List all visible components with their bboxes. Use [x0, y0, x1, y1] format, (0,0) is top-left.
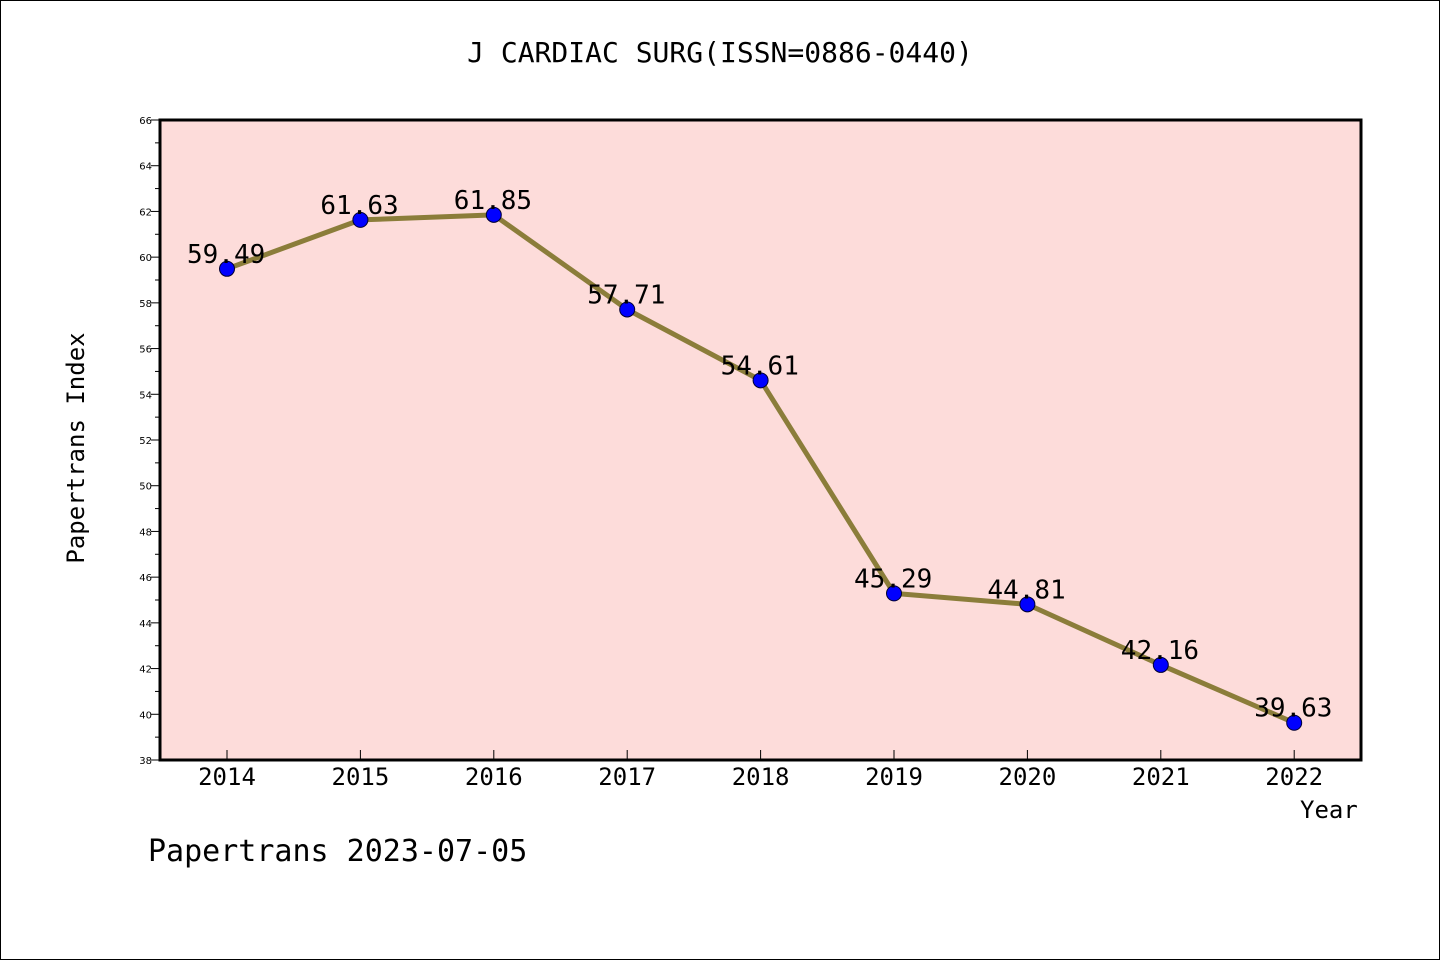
data-label: 54.61	[721, 351, 799, 381]
data-label: 61.85	[454, 186, 532, 216]
y-tick-label: 38	[139, 756, 152, 767]
y-tick-label: 54	[139, 390, 152, 401]
data-point	[752, 372, 769, 389]
y-tick-label: 42	[139, 665, 152, 676]
data-label: 59.49	[187, 240, 265, 270]
y-tick-label: 56	[139, 345, 152, 356]
y-tick-label: 44	[139, 619, 152, 630]
x-axis-label: Year	[1300, 796, 1358, 824]
y-tick-label: 40	[139, 710, 152, 721]
y-tick-label: 62	[139, 207, 152, 218]
x-tick-label: 2018	[732, 763, 790, 791]
x-tick-label: 2015	[332, 763, 390, 791]
data-point	[886, 585, 902, 602]
y-tick-label: 64	[139, 162, 152, 173]
x-tick-label: 2017	[598, 763, 656, 791]
y-tick-label: 50	[139, 482, 152, 493]
y-tick-label: 46	[139, 573, 152, 584]
data-label: 39.63	[1254, 694, 1332, 724]
x-tick-label: 2022	[1265, 763, 1323, 791]
y-tick-label: 58	[139, 299, 152, 310]
data-label: 61.63	[320, 191, 398, 221]
plot-border	[158, 118, 1363, 762]
y-tick-label: 48	[139, 527, 152, 538]
data-point	[1286, 714, 1303, 731]
data-point	[619, 301, 636, 318]
y-tick-label: 60	[139, 253, 152, 264]
data-point	[219, 260, 235, 277]
x-tick-label: 2020	[999, 763, 1057, 791]
data-point	[485, 206, 502, 223]
x-tick-label: 2016	[465, 763, 523, 791]
y-tick-label: 66	[139, 116, 152, 127]
data-label: 57.71	[587, 280, 665, 310]
data-point	[352, 211, 369, 228]
y-tick-label: 52	[139, 436, 152, 447]
data-point	[1152, 656, 1169, 673]
data-label: 45.29	[854, 564, 932, 594]
x-tick-label: 2021	[1132, 763, 1190, 791]
x-tick-label: 2014	[198, 763, 256, 791]
chart-title: J CARDIAC SURG(ISSN=0886-0440)	[467, 36, 973, 69]
x-tick-label: 2019	[865, 763, 923, 791]
data-label: 44.81	[987, 575, 1065, 605]
data-label: 42.16	[1121, 636, 1199, 666]
data-point	[1019, 596, 1036, 613]
footer-credit: Papertrans 2023-07-05	[148, 834, 528, 869]
